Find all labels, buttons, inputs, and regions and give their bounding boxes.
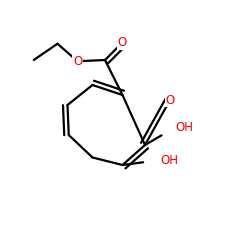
Text: OH: OH xyxy=(160,154,178,166)
Text: OH: OH xyxy=(175,121,193,134)
Text: O: O xyxy=(73,55,82,68)
Text: O: O xyxy=(166,94,174,106)
Text: O: O xyxy=(118,36,127,49)
